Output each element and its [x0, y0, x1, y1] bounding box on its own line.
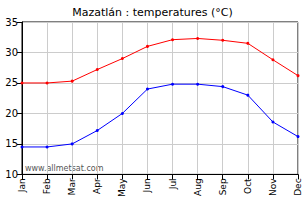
- svg-text:25: 25: [5, 77, 18, 88]
- svg-text:Jul: Jul: [168, 178, 178, 190]
- svg-text:15: 15: [5, 138, 18, 149]
- svg-text:Mazatlán : temperatures (°C): Mazatlán : temperatures (°C): [72, 6, 233, 19]
- svg-text:www.allmetsat.com: www.allmetsat.com: [25, 164, 104, 173]
- svg-text:May: May: [117, 178, 127, 197]
- svg-text:Dec: Dec: [293, 178, 303, 195]
- svg-text:Feb: Feb: [42, 178, 52, 194]
- svg-text:Mar: Mar: [67, 178, 77, 195]
- svg-text:Sep: Sep: [218, 178, 228, 195]
- svg-text:Jun: Jun: [142, 178, 152, 193]
- svg-text:Nov: Nov: [268, 178, 278, 196]
- svg-text:35: 35: [5, 17, 18, 28]
- svg-text:Oct: Oct: [243, 178, 253, 194]
- svg-text:10: 10: [5, 169, 18, 180]
- svg-text:Jan: Jan: [17, 178, 27, 193]
- svg-text:Apr: Apr: [92, 178, 102, 194]
- svg-text:30: 30: [5, 47, 18, 58]
- svg-text:Aug: Aug: [193, 178, 203, 196]
- svg-text:20: 20: [5, 108, 18, 119]
